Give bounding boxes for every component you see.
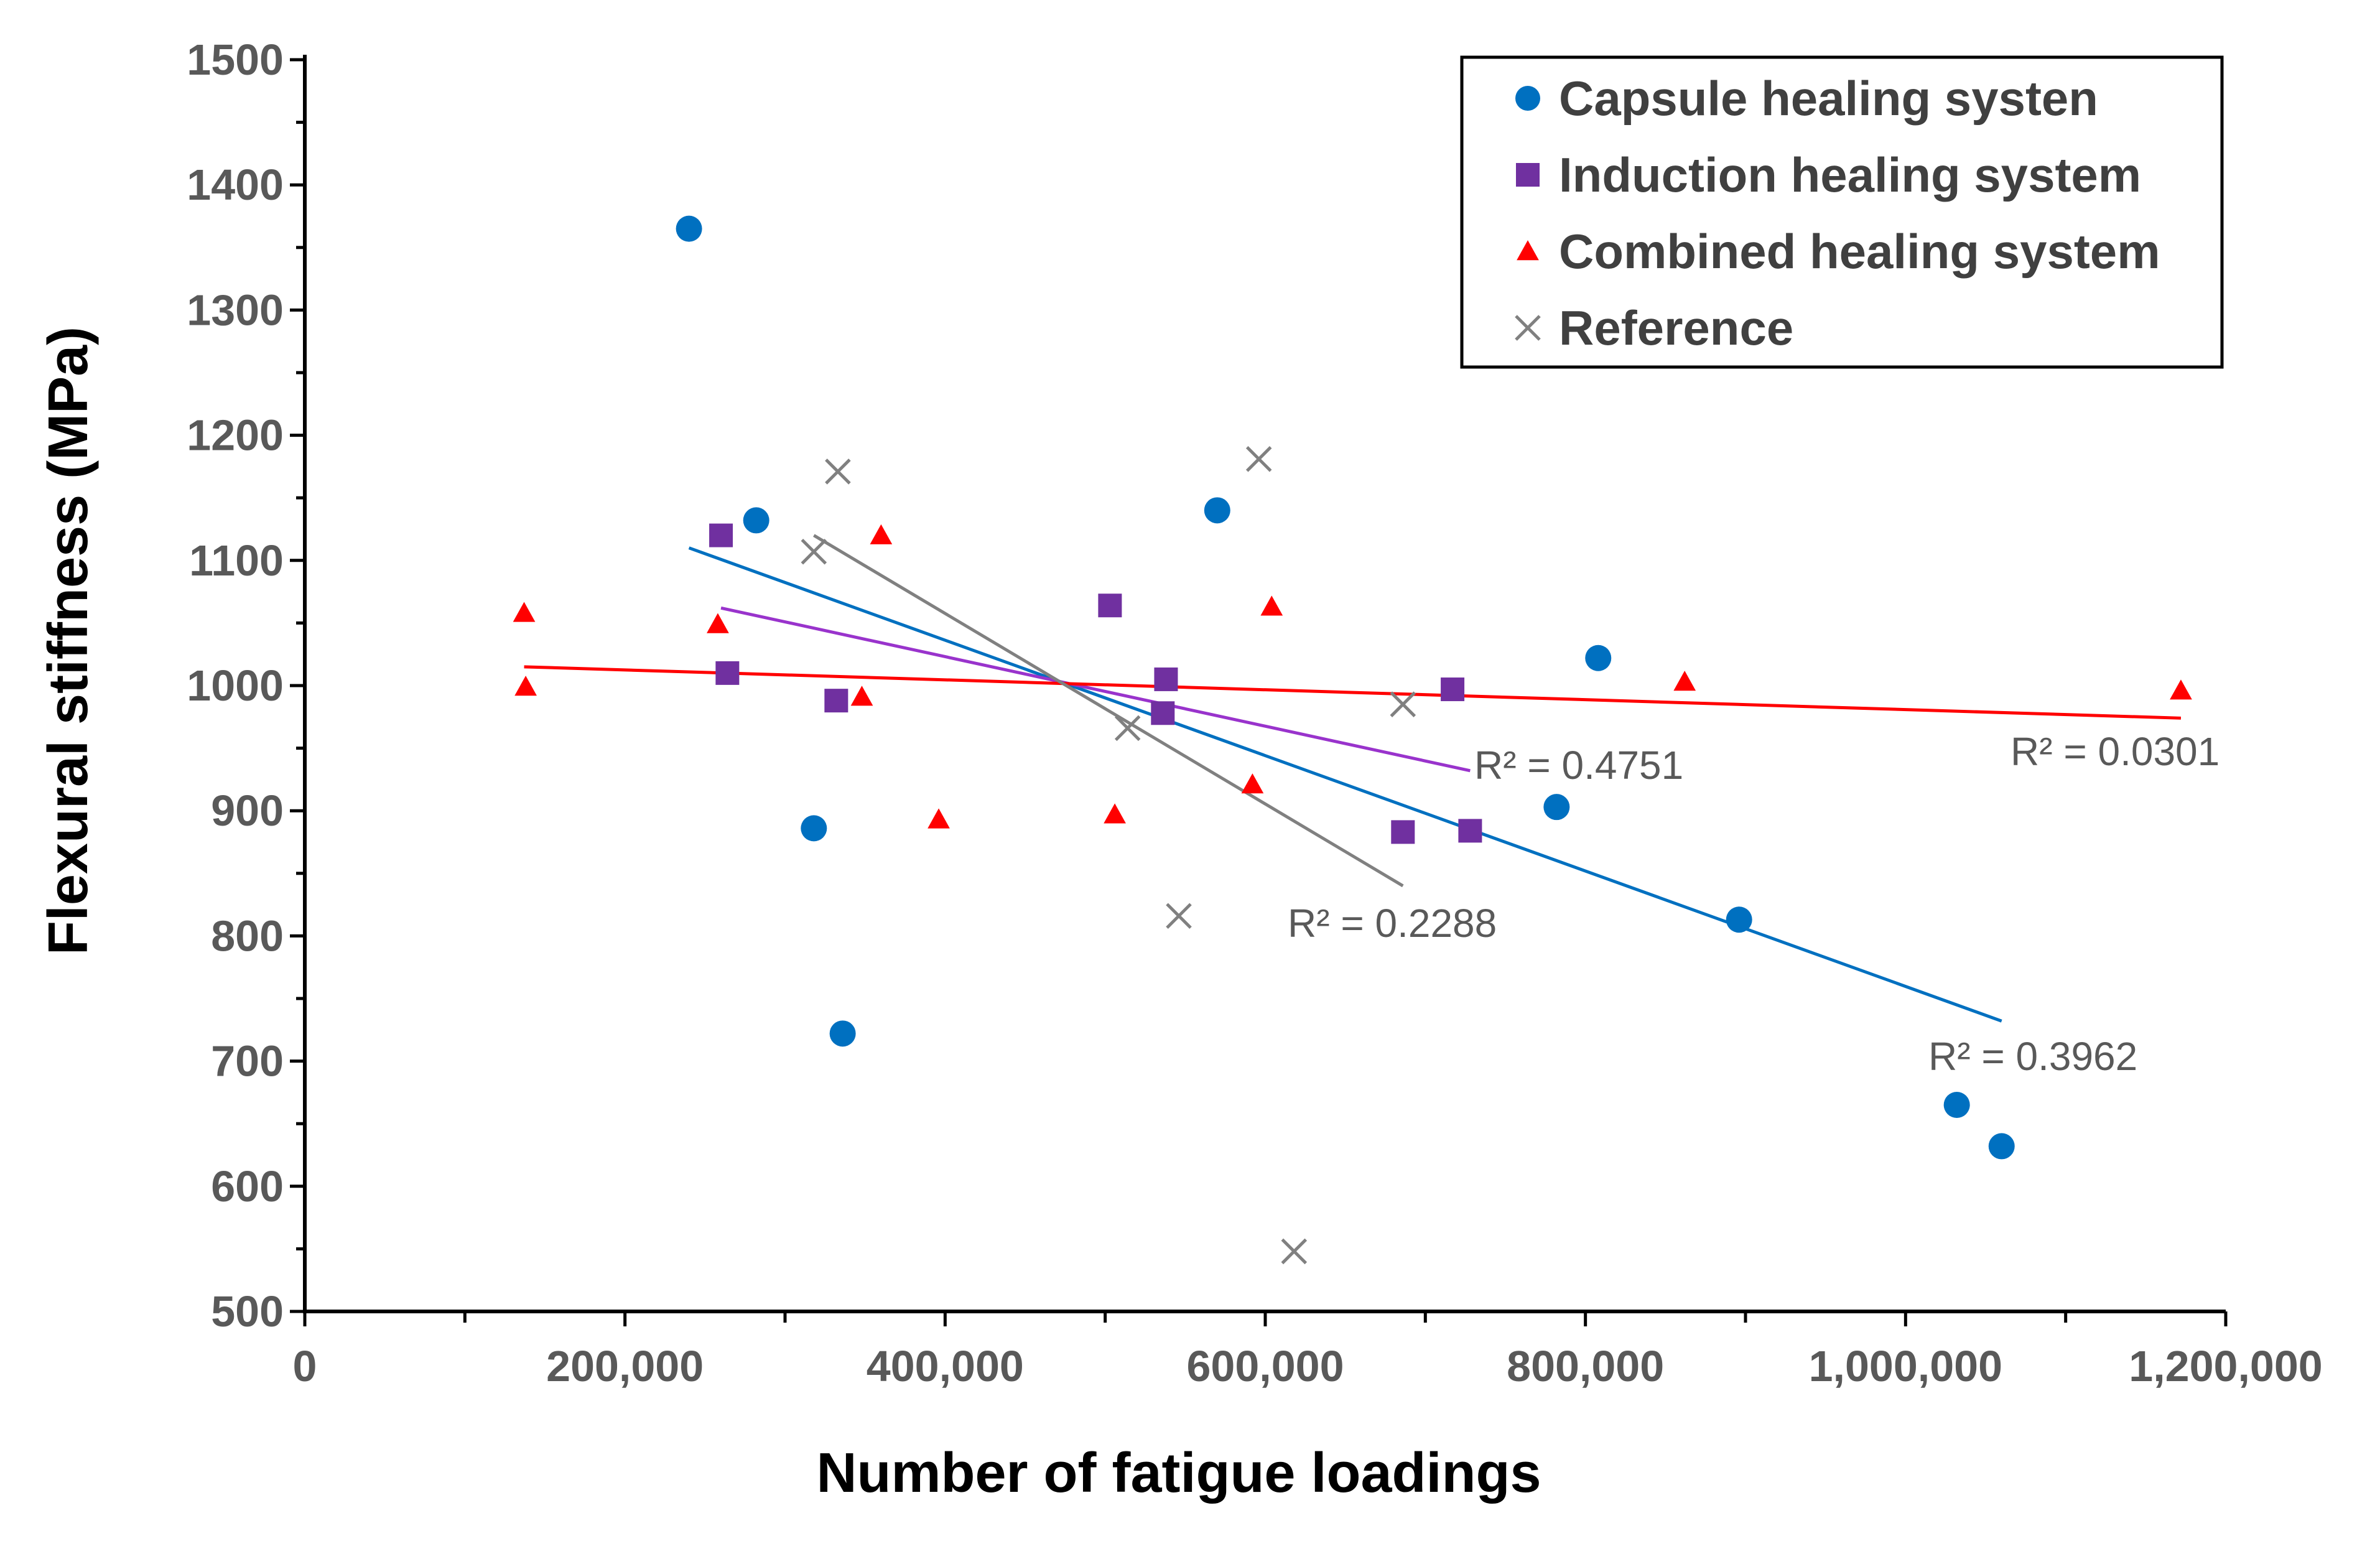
data-point — [1943, 1092, 1970, 1119]
trendline — [688, 546, 2002, 1023]
x-axis-title: Number of fatigue loadings — [816, 1442, 1541, 1504]
legend-marker — [1515, 86, 1540, 111]
data-point — [1260, 595, 1283, 616]
data-point — [709, 523, 733, 547]
data-point — [1543, 794, 1570, 821]
trendline — [524, 665, 2182, 720]
y-tick-label: 900 — [211, 786, 284, 835]
data-point — [824, 689, 848, 713]
data-point — [1114, 715, 1141, 742]
data-point — [2170, 679, 2192, 700]
data-point — [1726, 906, 1752, 933]
data-point — [1391, 820, 1415, 844]
trendline — [720, 606, 1471, 773]
y-tick-label: 1300 — [187, 286, 284, 334]
data-point — [825, 459, 851, 485]
data-point — [801, 538, 827, 565]
x-tick-label: 400,000 — [867, 1342, 1024, 1390]
data-point — [927, 808, 950, 829]
data-point — [1441, 677, 1465, 702]
legend-marker — [1515, 315, 1541, 341]
y-tick-label: 800 — [211, 911, 284, 960]
y-tick-label: 1100 — [189, 536, 284, 585]
data-point — [1673, 671, 1696, 691]
data-point — [1988, 1133, 2015, 1160]
data-point — [1585, 645, 1612, 671]
data-point — [870, 524, 893, 544]
y-axis-title: Flexural stiffness (MPa) — [37, 327, 100, 955]
data-point — [1281, 1238, 1308, 1265]
y-tick-label: 500 — [211, 1287, 284, 1336]
data-point — [1166, 903, 1192, 929]
x-tick-label: 800,000 — [1507, 1342, 1664, 1390]
data-point — [514, 676, 537, 696]
r2-label: R² = 0.3962 — [1928, 1034, 2137, 1079]
legend-label: Capsule healing systen — [1559, 71, 2098, 126]
legend-label: Reference — [1559, 300, 1793, 355]
x-tick-label: 600,000 — [1186, 1342, 1344, 1390]
y-tick-label: 700 — [211, 1037, 284, 1086]
data-point — [715, 661, 740, 685]
data-point — [1241, 773, 1264, 794]
data-point — [676, 215, 702, 242]
trendline — [813, 534, 1404, 888]
y-tick-label: 600 — [211, 1162, 284, 1211]
data-point — [513, 602, 536, 622]
data-point — [801, 815, 827, 842]
x-tick-label: 1,000,000 — [1809, 1342, 2002, 1390]
y-tick-label: 1200 — [187, 411, 284, 460]
y-tick-label: 1400 — [187, 161, 284, 209]
legend-box — [1460, 55, 2224, 369]
data-point — [1098, 594, 1122, 618]
data-point — [743, 507, 769, 534]
r2-label: R² = 0.4751 — [1474, 743, 1683, 788]
legend-marker — [1516, 163, 1540, 187]
data-point — [1104, 803, 1126, 824]
legend-marker — [1517, 240, 1539, 261]
y-tick-label: 1500 — [187, 35, 284, 84]
data-point — [1458, 819, 1482, 843]
x-tick-label: 200,000 — [546, 1342, 704, 1390]
data-point — [1154, 667, 1178, 691]
y-tick-label: 1000 — [187, 661, 284, 710]
data-point — [1390, 691, 1416, 717]
data-point — [1151, 701, 1175, 725]
data-point — [850, 686, 873, 706]
data-point — [1245, 446, 1272, 472]
legend-label: Combined healing system — [1559, 224, 2160, 279]
r2-label: R² = 0.0301 — [2010, 729, 2220, 774]
data-point — [829, 1020, 856, 1047]
legend-label: Induction healing system — [1559, 147, 2141, 202]
x-tick-label: 1,200,000 — [2129, 1342, 2322, 1390]
x-tick-label: 0 — [293, 1342, 317, 1390]
data-point — [707, 613, 729, 633]
data-point — [1204, 497, 1230, 524]
r2-label: R² = 0.2288 — [1288, 901, 1497, 946]
